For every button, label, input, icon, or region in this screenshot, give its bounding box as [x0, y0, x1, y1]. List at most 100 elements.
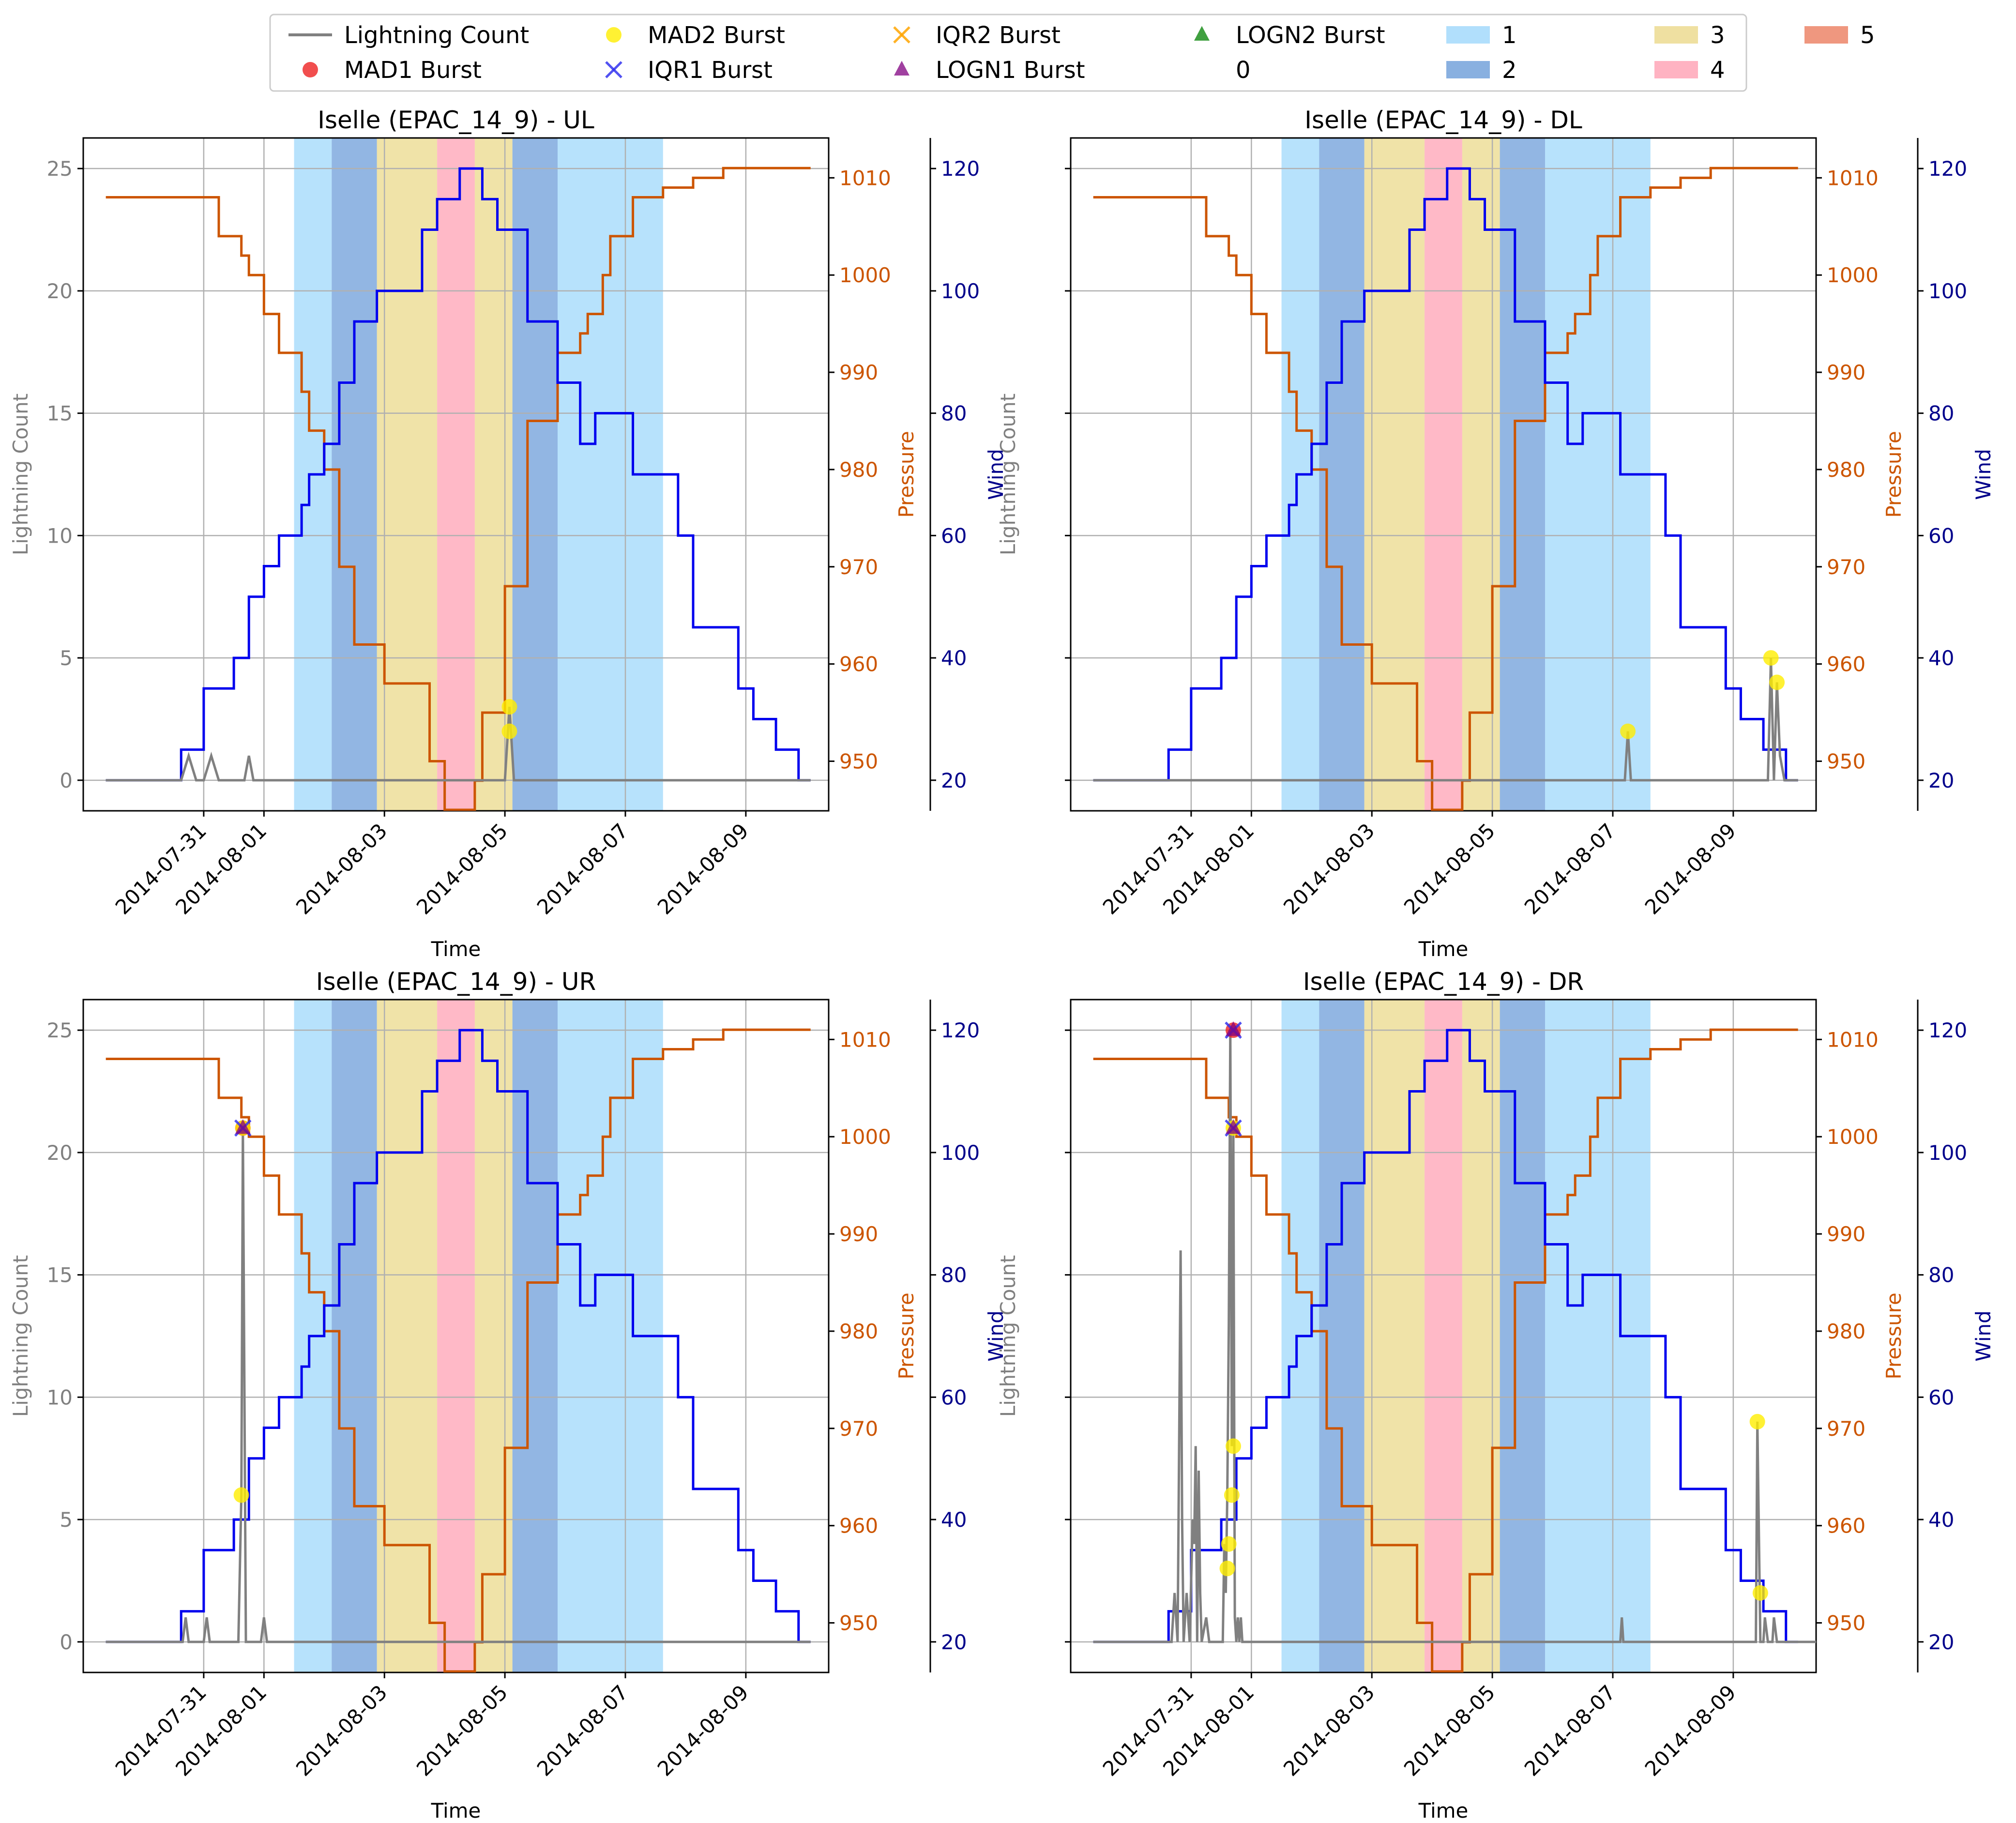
- legend-item-0-label: 0: [1236, 57, 1251, 84]
- panel-ur-band-5: [512, 1000, 558, 1672]
- panel-ur-ylabel: Lightning Count: [9, 1255, 32, 1417]
- legend-item-logn1-burst: LOGN1 Burst: [894, 57, 1085, 84]
- panel-ur-pressure-line: [106, 1028, 811, 1672]
- panels: Iselle (EPAC_14_9) - UL 0 5 10 15 20 25 Lightni…: [9, 106, 1995, 1823]
- panel-dl-ytick2-label-3: 980: [1827, 458, 1865, 482]
- panel-ur-title: Iselle (EPAC_14_9) - UR: [316, 968, 596, 996]
- panel-ur-ytick3-label-0: 20: [941, 1630, 967, 1654]
- panel-ur-band-3: [437, 1000, 475, 1672]
- panel-ur-burst-mad2-4: [233, 1487, 249, 1503]
- panel-ul-burst-mad2-1: [501, 723, 517, 739]
- legend-item-3: 3: [1654, 22, 1725, 49]
- panel-ul-ytick2-label-0: 950: [839, 750, 878, 774]
- panel-dl-ytick2-label-4: 990: [1827, 361, 1865, 384]
- panel-ul-ylabel: Lightning Count: [9, 394, 32, 555]
- panel-dr-band-5: [1500, 1000, 1545, 1672]
- panel-ur-burst-logn1-3: [235, 1119, 251, 1134]
- panel-dr-burst-logn1-2: [1226, 1021, 1241, 1036]
- legend-item-1-label: 1: [1502, 22, 1517, 49]
- panel-dr-burst-mad2-9: [1219, 1561, 1235, 1577]
- panel-dl-ytick3-label-0: 20: [1928, 769, 1954, 792]
- panel-ul-wind-line: [106, 167, 811, 782]
- panel-ul-lightning-line: [106, 707, 811, 782]
- panel-ul-ytick-label-0: 0: [60, 769, 73, 792]
- legend-item-mad1-burst-swatch: [303, 62, 318, 77]
- panel-dr-band-4: [1462, 1000, 1500, 1672]
- panel-dl-ylabel: Lightning Count: [996, 394, 1020, 555]
- panel-dl-ytick2-label-2: 970: [1827, 555, 1865, 579]
- panel-ur-ytick2-label-5: 1000: [839, 1125, 891, 1149]
- panel-ul-ylabel2: Pressure: [894, 431, 918, 517]
- panel-dr-ytick3-label-3: 80: [1928, 1263, 1954, 1287]
- legend-item-iqr2-burst-swatch: [893, 26, 910, 44]
- panel-ul-band-2: [377, 138, 438, 811]
- panel-ul-ytick-label-5: 25: [47, 157, 73, 181]
- legend-item-iqr2-burst-label: IQR2 Burst: [936, 22, 1061, 49]
- panel-ur-ytick-label-1: 5: [60, 1508, 73, 1532]
- panel-ul-ytick3-label-2: 60: [941, 524, 967, 547]
- panel-ul-band-3: [437, 138, 475, 811]
- panel-ul-category-bands: [294, 138, 663, 811]
- panel-dl-ytick3-label-1: 40: [1928, 646, 1954, 670]
- panel-ur-wind-line: [106, 1029, 811, 1643]
- legend-item-4: 4: [1654, 57, 1725, 84]
- legend-item-logn1-burst-label: LOGN1 Burst: [936, 57, 1085, 84]
- panel-dl-ytick2-label-5: 1000: [1827, 263, 1879, 287]
- legend-item-0: 0: [1236, 57, 1251, 84]
- panel-dr-bursts: [1219, 1021, 1768, 1601]
- panel-dr-burst-mad2-7: [1224, 1487, 1240, 1503]
- panel-dr-ytick2-label-0: 950: [1827, 1611, 1865, 1635]
- panel-dr-category-bands: [1281, 1000, 1651, 1672]
- panel-dl-band-2: [1364, 138, 1425, 811]
- panel-ur-ylabel2: Pressure: [894, 1292, 918, 1379]
- legend-item-logn2-burst: LOGN2 Burst: [1194, 22, 1385, 49]
- panel-ur-ytick3-label-2: 60: [941, 1385, 967, 1409]
- panel-dl-ytick3-label-4: 100: [1928, 279, 1967, 303]
- panel-dr-ytick2-label-4: 990: [1827, 1222, 1865, 1246]
- legend-item-2-label: 2: [1502, 57, 1517, 84]
- panel-dl-burst-mad2-0: [1620, 723, 1636, 739]
- legend-item-iqr1-burst: IQR1 Burst: [605, 57, 773, 84]
- panel-ur-ytick2-label-2: 970: [839, 1417, 878, 1441]
- panel-ur-ytick2-label-6: 1010: [839, 1028, 891, 1051]
- legend-item-mad2-burst-label: MAD2 Burst: [648, 22, 785, 49]
- legend-item-logn2-burst-swatch: [1194, 26, 1210, 41]
- panel-dr-ylabel2: Pressure: [1882, 1292, 1906, 1379]
- panel-dr-ytick2-label-6: 1010: [1827, 1028, 1879, 1051]
- panel-dr-ytick3-label-4: 100: [1928, 1141, 1967, 1165]
- panel-ur-bursts: [233, 1119, 252, 1503]
- panel-dl-pressure-line: [1093, 167, 1798, 811]
- legend-item-iqr1-burst-label: IQR1 Burst: [648, 57, 773, 84]
- panel-dr-ytick2-label-3: 980: [1827, 1320, 1865, 1343]
- panel-ur-lightning-line: [106, 1128, 811, 1643]
- legend-item-1-swatch: [1446, 26, 1490, 44]
- panel-ul-ytick-label-1: 5: [60, 646, 73, 670]
- panel-ul-ytick-label-2: 10: [47, 524, 73, 547]
- panel-ul-ytick3-label-3: 80: [941, 402, 967, 425]
- legend-item-lightning-count: Lightning Count: [288, 22, 529, 49]
- legend-item-iqr2-burst-swatch-stroke-b: [893, 26, 910, 44]
- panel-ul-burst-mad2-0: [501, 699, 517, 715]
- legend-item-5-swatch: [1804, 26, 1848, 44]
- panel-ur-ytick2-label-0: 950: [839, 1611, 878, 1635]
- legend-item-mad1-burst: MAD1 Burst: [303, 57, 482, 84]
- panel-dr-burst-mad2-6: [1226, 1438, 1241, 1454]
- panel-dl-ytick3-label-5: 120: [1928, 157, 1967, 181]
- panel-dr-pressure-line: [1093, 1028, 1798, 1672]
- panel-dr-burst-mad2-10: [1749, 1413, 1765, 1429]
- panel-ur-ytick3-label-4: 100: [941, 1141, 980, 1165]
- panel-dl-ytick2-label-1: 960: [1827, 653, 1865, 676]
- panel-dr-ylabel3: Wind: [1971, 1310, 1995, 1362]
- panel-ul-ytick-label-3: 15: [47, 402, 73, 425]
- panel-ur: Iselle (EPAC_14_9) - UR 0 5 10 15 20 25 Lightni…: [9, 968, 1008, 1823]
- panel-ur-ytick2-label-4: 990: [839, 1222, 878, 1246]
- legend-item-2: 2: [1446, 57, 1517, 84]
- panel-dl-ytick2-label-6: 1010: [1827, 166, 1879, 190]
- panel-dr-ytick2-label-5: 1000: [1827, 1125, 1879, 1149]
- panel-dl-band-4: [1462, 138, 1500, 811]
- legend-item-4-label: 4: [1710, 57, 1725, 84]
- panel-dl-bursts: [1620, 650, 1785, 739]
- panel-dr-burst-mad2-11: [1752, 1585, 1768, 1601]
- panel-ur-ytick-label-2: 10: [47, 1385, 73, 1409]
- panel-dl-band-3: [1425, 138, 1462, 811]
